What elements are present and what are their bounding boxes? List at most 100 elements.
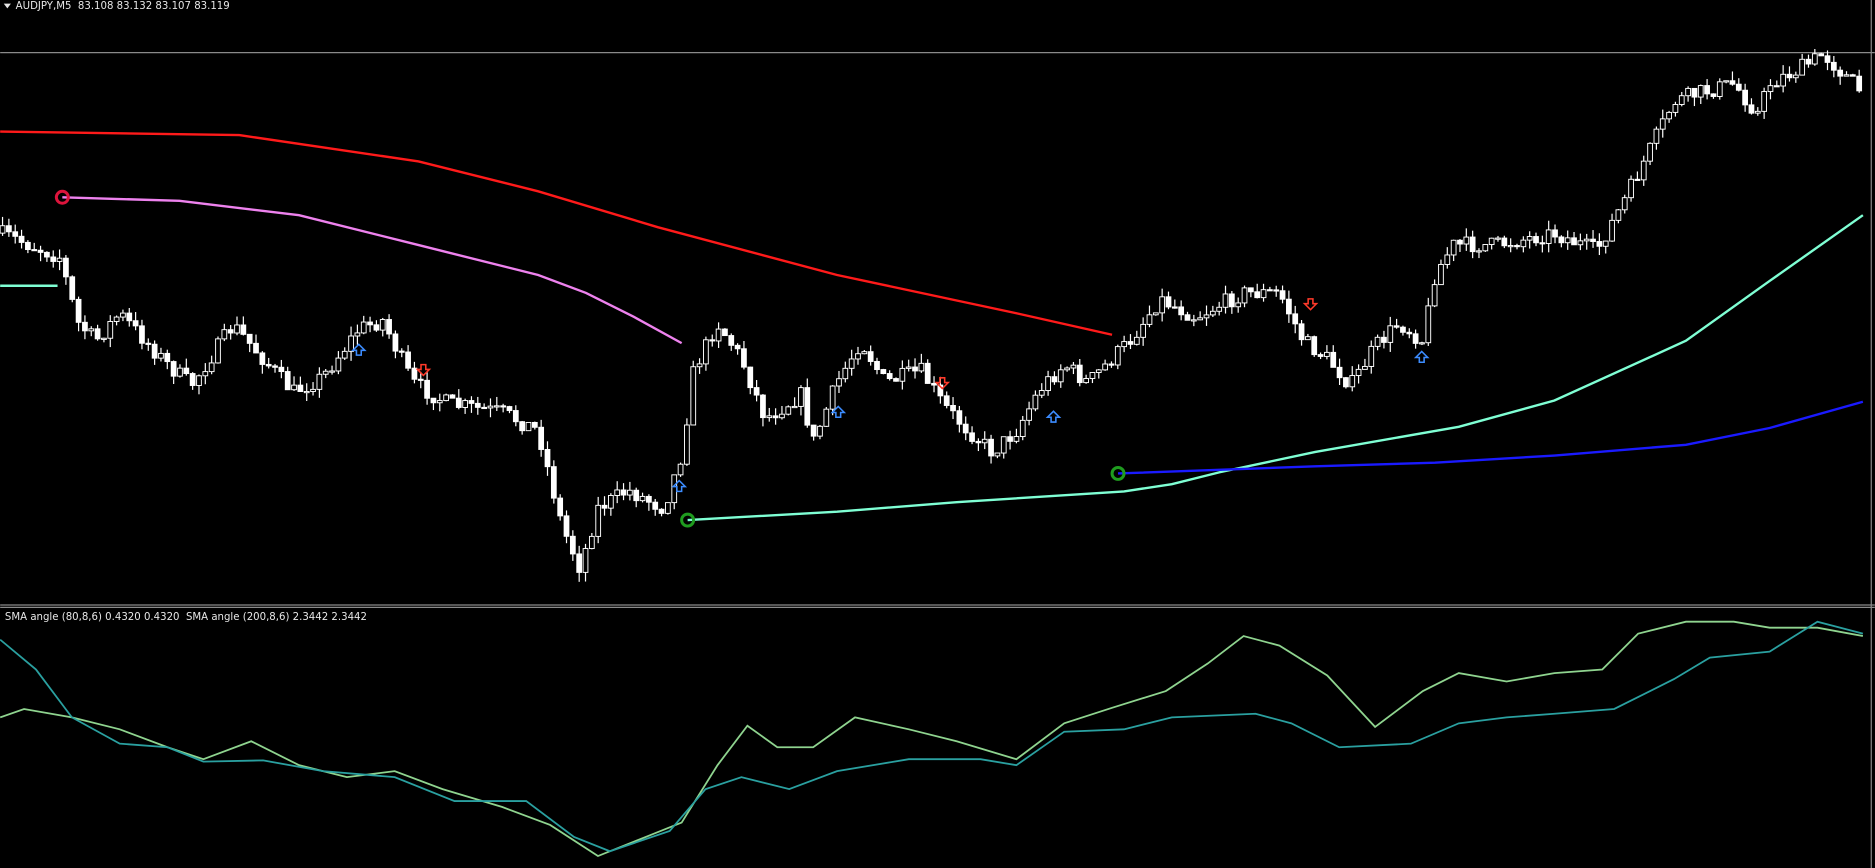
candle-body: [335, 357, 342, 372]
candle-body: [1735, 83, 1742, 91]
candle-body: [1811, 53, 1818, 65]
candle-body: [1723, 80, 1729, 83]
candle-body: [538, 426, 545, 450]
candle-body: [525, 421, 532, 432]
candle-body: [1273, 289, 1280, 292]
candle-body: [1298, 323, 1305, 341]
buy-arrow: [1413, 350, 1430, 364]
candle-body: [747, 366, 754, 389]
candle-body: [291, 384, 297, 391]
candle-body: [1767, 85, 1774, 93]
candle-body: [170, 361, 177, 377]
candle-body: [1824, 55, 1831, 63]
candle-body: [246, 333, 253, 344]
candle-body: [1324, 351, 1330, 357]
candle-body: [1431, 284, 1438, 307]
candle-body: [1190, 319, 1197, 322]
candle-body: [493, 405, 500, 408]
candle-body: [1457, 239, 1463, 245]
candle-body: [1805, 58, 1812, 65]
candle-body: [272, 365, 278, 368]
candle-body: [1488, 237, 1495, 246]
candle-body: [506, 406, 513, 412]
candle-body: [1216, 306, 1223, 312]
candle-body: [1374, 336, 1381, 347]
candle-body: [1045, 376, 1051, 392]
candle-body: [1792, 74, 1799, 79]
candle-body: [772, 415, 779, 419]
candle-body: [1089, 372, 1096, 379]
candle-body: [1514, 245, 1520, 248]
candle-body: [12, 231, 19, 237]
candle-body: [101, 337, 107, 340]
candle-body: [1159, 296, 1166, 314]
candle-body: [1000, 436, 1007, 454]
candle-body: [1501, 237, 1508, 247]
candle-body: [1482, 244, 1489, 252]
candle-body: [715, 328, 722, 342]
candle-body: [823, 408, 830, 427]
ma-red: [0, 130, 1113, 336]
candle-body: [1013, 436, 1020, 442]
candle-body: [1228, 293, 1235, 308]
candle-body: [576, 553, 583, 573]
candle-body: [588, 535, 595, 550]
candle-body: [880, 369, 887, 375]
candle-body: [177, 367, 183, 377]
candle-body: [303, 391, 310, 394]
candle-body: [886, 373, 893, 380]
candle-body: [1260, 289, 1267, 299]
candle-body: [810, 424, 817, 437]
candle-body: [56, 257, 63, 262]
candle-body: [373, 324, 380, 331]
candle-body: [1754, 110, 1761, 114]
candle-body: [284, 371, 291, 391]
candle-body: [1349, 375, 1356, 388]
candle-body: [6, 225, 12, 233]
candle-body: [1786, 73, 1793, 79]
candle-body: [595, 504, 602, 537]
candle-body: [1495, 237, 1501, 240]
candle-body: [1685, 87, 1691, 97]
candle-body: [842, 367, 849, 380]
sell-arrow: [934, 377, 951, 390]
candle-body: [367, 321, 373, 326]
candle-body: [386, 319, 392, 335]
candle-body: [1254, 291, 1261, 299]
candle-body: [899, 367, 906, 382]
candle-body: [1362, 365, 1368, 370]
candle-body: [1305, 336, 1311, 341]
candle-body: [278, 366, 285, 373]
candle-body: [158, 352, 164, 359]
candle-body: [500, 405, 507, 408]
candle-body: [1209, 310, 1216, 316]
candle-body: [1286, 298, 1292, 315]
candle-body: [405, 351, 411, 369]
candle-body: [107, 321, 114, 339]
candle-body: [867, 351, 874, 362]
candle-body: [1108, 363, 1115, 366]
candle-body: [1856, 75, 1863, 92]
candle-body: [455, 397, 462, 408]
candle-body: [417, 378, 424, 381]
candle-body: [931, 382, 937, 386]
candle-body: [63, 257, 69, 278]
candle-body: [791, 405, 798, 409]
candle-body: [1057, 369, 1064, 383]
candle-body: [1507, 245, 1514, 248]
candle-body: [684, 424, 690, 465]
menu-triangle: [3, 3, 11, 9]
candle-body: [1241, 287, 1248, 304]
candle-body: [240, 324, 247, 335]
candle-body: [44, 251, 50, 258]
candle-body: [1083, 378, 1089, 384]
candle-body: [1849, 74, 1856, 77]
candle-body: [1076, 364, 1083, 384]
candle-body: [722, 328, 728, 337]
candle-body: [1583, 238, 1590, 242]
candle-body: [918, 362, 925, 372]
candle-body: [1691, 87, 1698, 98]
candle-body: [1121, 341, 1128, 348]
